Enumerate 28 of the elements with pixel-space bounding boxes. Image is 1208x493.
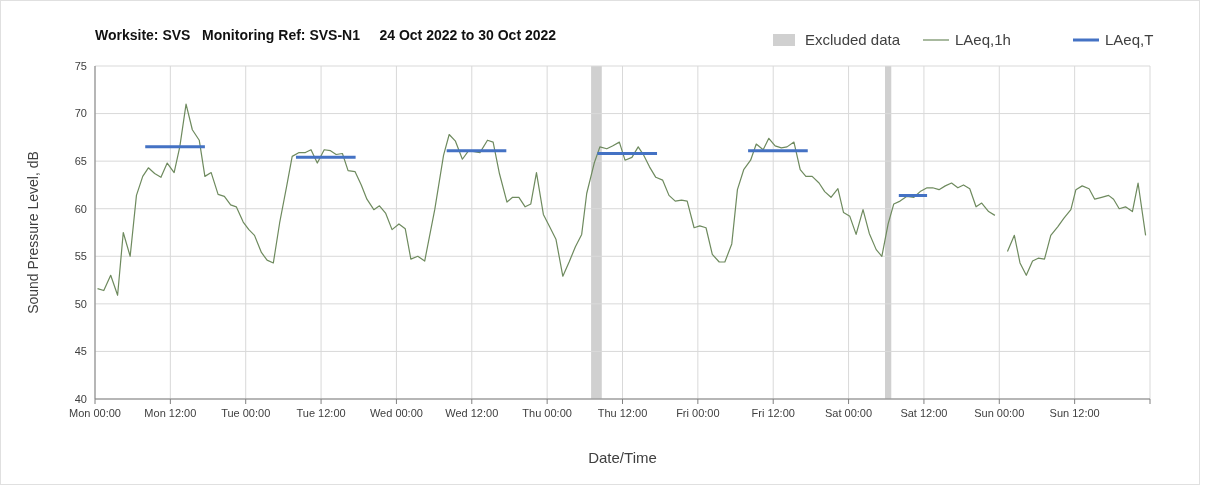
y-tick-label: 70	[74, 107, 87, 120]
legend-label: Excluded data	[805, 31, 901, 49]
x-tick-label: Tue 12:00	[296, 407, 346, 419]
y-tick-label: 65	[74, 154, 87, 167]
y-tick-label: 75	[74, 59, 87, 72]
x-tick-label: Fri 12:00	[751, 407, 795, 419]
y-tick-label: 40	[74, 392, 87, 405]
x-tick-label: Fri 00:00	[676, 407, 720, 419]
x-axis-title: Date/Time	[588, 449, 657, 466]
x-tick-label: Thu 12:00	[597, 407, 648, 419]
chart-title: Worksite: SVS Monitoring Ref: SVS-N1 24 Oct 2022 to 30 Oct 2022	[95, 27, 557, 43]
x-tick-label: Mon 12:00	[144, 407, 197, 419]
x-tick-label: Sat 00:00	[825, 407, 873, 419]
y-tick-label: 60	[74, 202, 87, 215]
x-tick-label: Tue 00:00	[221, 407, 271, 419]
y-tick-label: 50	[74, 297, 87, 310]
x-tick-label: Thu 00:00	[522, 407, 572, 419]
x-tick-label: Sat 12:00	[900, 407, 948, 419]
legend-label: LAeq,1h	[955, 31, 1011, 49]
x-tick-label: Wed 00:00	[369, 407, 423, 419]
x-tick-label: Sun 12:00	[1049, 407, 1100, 419]
x-tick-label: Mon 00:00	[69, 407, 121, 419]
x-tick-label: Wed 12:00	[445, 407, 499, 419]
y-tick-label: 45	[74, 345, 87, 358]
y-tick-label: 55	[74, 250, 87, 263]
legend-label: LAeq,T	[1105, 31, 1154, 49]
y-axis-title: Sound Pressure Level, dB	[25, 151, 41, 314]
x-tick-label: Sun 00:00	[974, 407, 1025, 419]
